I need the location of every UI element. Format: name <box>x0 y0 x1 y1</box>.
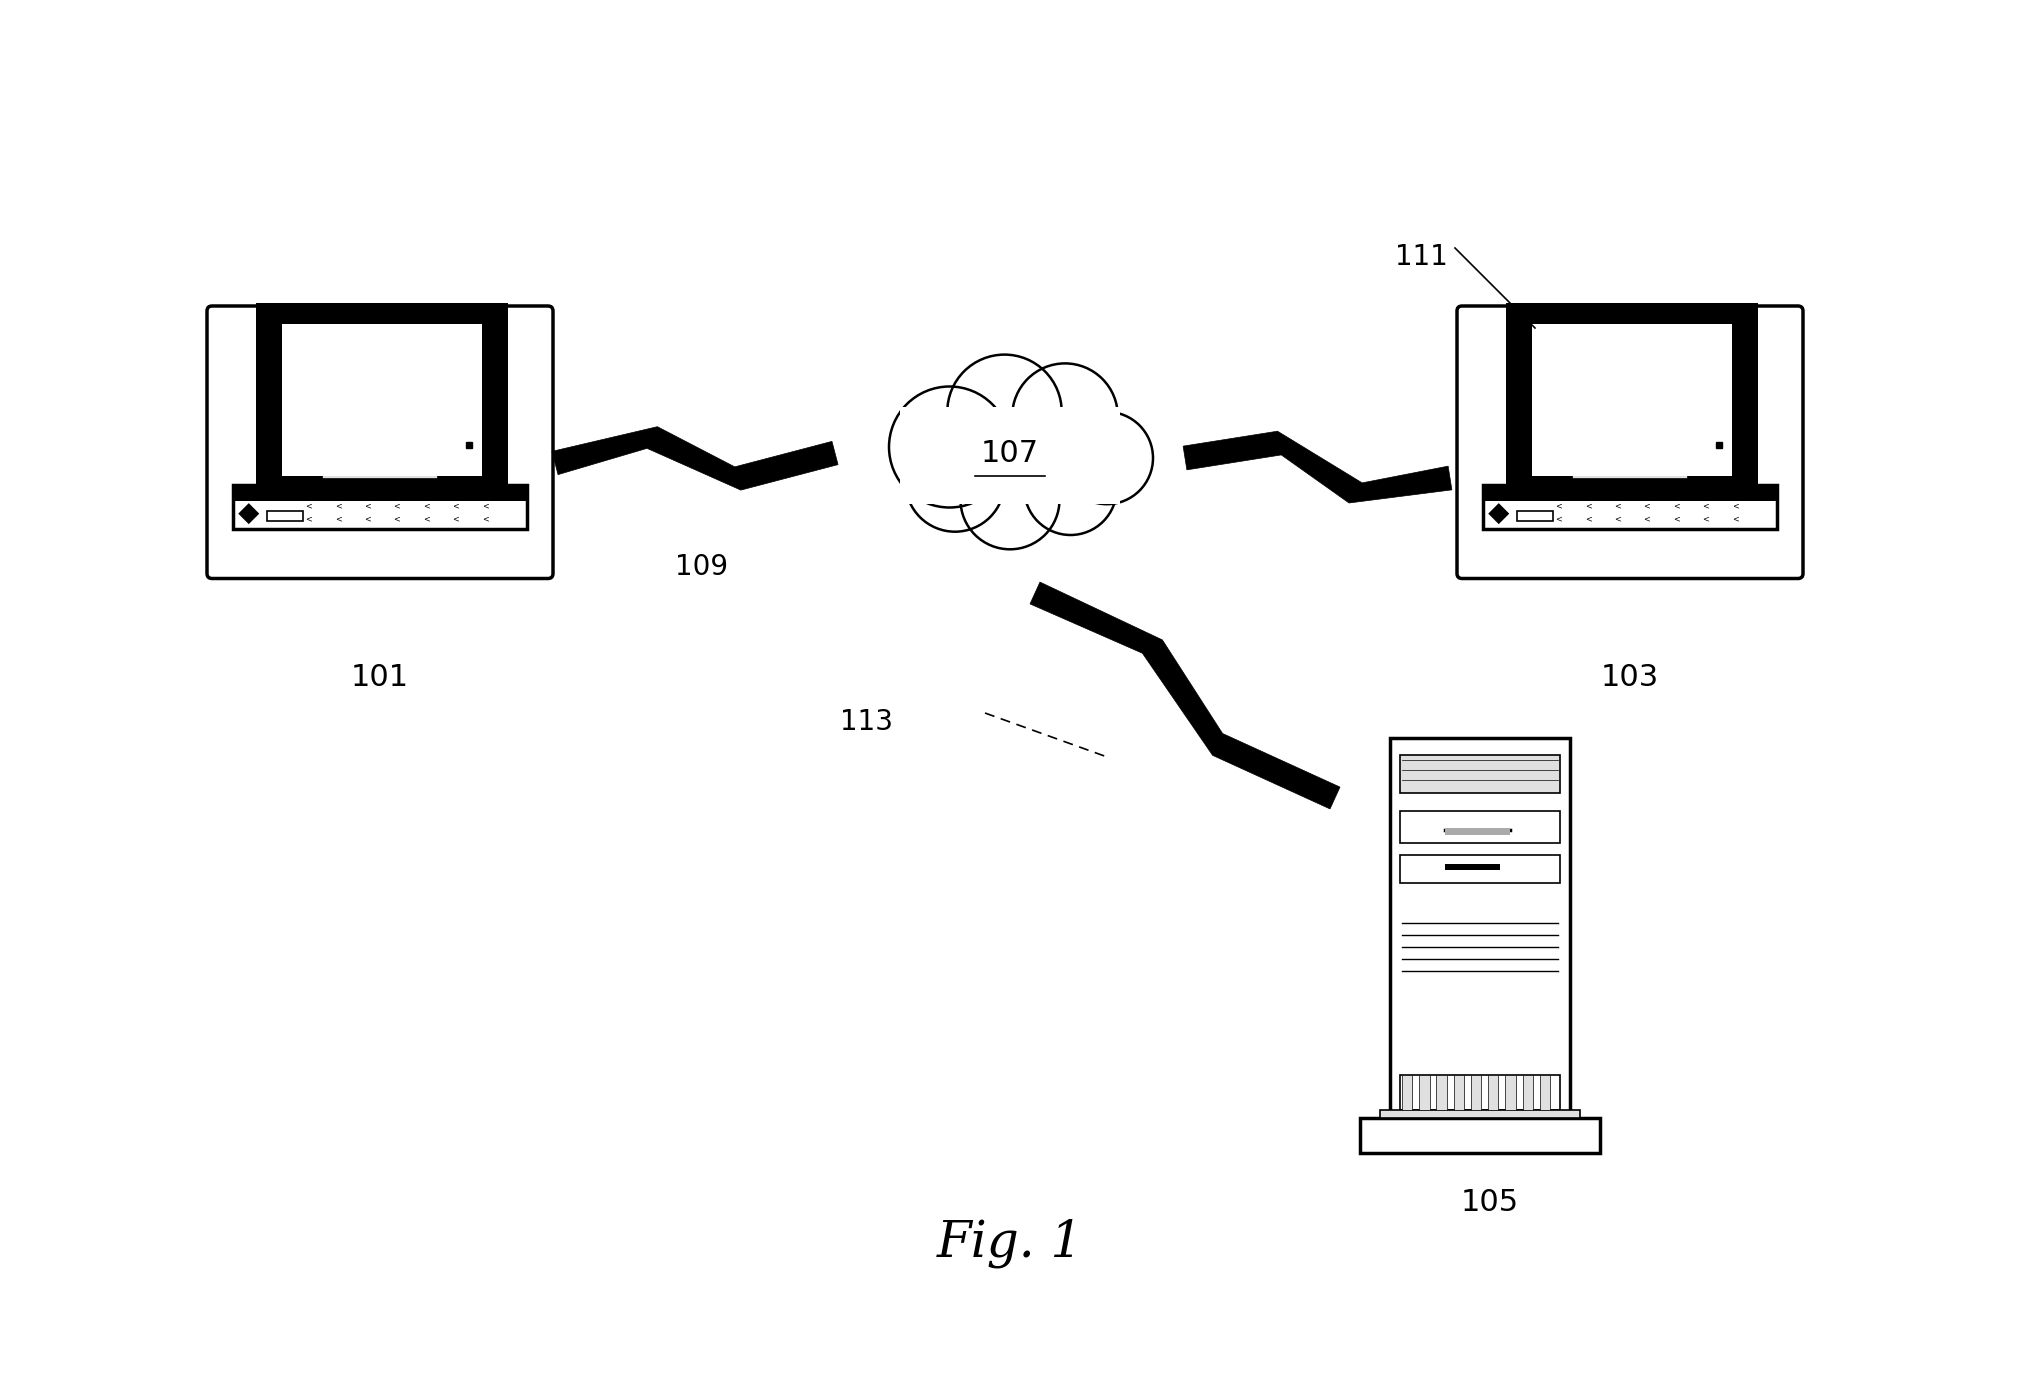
Text: 105: 105 <box>1460 1188 1519 1217</box>
Text: 111: 111 <box>1396 243 1448 271</box>
Circle shape <box>947 354 1063 469</box>
FancyBboxPatch shape <box>1539 1075 1549 1111</box>
FancyBboxPatch shape <box>1533 324 1731 477</box>
Text: <: < <box>1644 514 1650 524</box>
Polygon shape <box>551 427 838 491</box>
Text: <: < <box>1644 502 1650 511</box>
Text: <: < <box>1614 502 1620 511</box>
Polygon shape <box>1489 503 1509 524</box>
FancyBboxPatch shape <box>1523 1075 1533 1111</box>
Text: <: < <box>364 514 372 524</box>
Circle shape <box>1024 442 1117 535</box>
FancyBboxPatch shape <box>1400 812 1559 843</box>
FancyBboxPatch shape <box>1390 739 1570 1118</box>
FancyBboxPatch shape <box>901 408 1119 504</box>
Text: <: < <box>1673 514 1679 524</box>
Text: 113: 113 <box>840 708 893 736</box>
FancyBboxPatch shape <box>206 306 553 579</box>
Text: 101: 101 <box>351 663 410 692</box>
FancyBboxPatch shape <box>1505 1075 1515 1111</box>
FancyBboxPatch shape <box>1483 485 1778 529</box>
Text: <: < <box>1703 514 1709 524</box>
Text: <: < <box>422 514 430 524</box>
Circle shape <box>905 433 1004 532</box>
FancyBboxPatch shape <box>1436 1075 1446 1111</box>
FancyBboxPatch shape <box>1507 303 1757 497</box>
Text: Fig. 1: Fig. 1 <box>937 1218 1083 1268</box>
Text: <: < <box>1673 502 1679 511</box>
FancyBboxPatch shape <box>1402 1075 1412 1111</box>
FancyBboxPatch shape <box>1456 306 1804 579</box>
FancyBboxPatch shape <box>1400 1075 1559 1111</box>
Text: <: < <box>452 502 459 511</box>
Polygon shape <box>238 503 259 524</box>
Text: <: < <box>1731 514 1739 524</box>
Text: <: < <box>481 514 489 524</box>
Polygon shape <box>1030 582 1339 809</box>
FancyBboxPatch shape <box>232 485 527 500</box>
FancyBboxPatch shape <box>232 485 527 529</box>
Circle shape <box>1012 364 1117 469</box>
FancyBboxPatch shape <box>1420 1075 1430 1111</box>
Text: <: < <box>1614 514 1620 524</box>
Text: <: < <box>452 514 459 524</box>
FancyBboxPatch shape <box>1471 1075 1481 1111</box>
Text: <: < <box>335 502 341 511</box>
FancyBboxPatch shape <box>283 324 483 477</box>
Text: <: < <box>394 514 400 524</box>
FancyBboxPatch shape <box>1359 1118 1600 1153</box>
Circle shape <box>1060 412 1153 504</box>
Text: 107: 107 <box>982 438 1038 467</box>
Text: 109: 109 <box>675 553 727 582</box>
Text: <: < <box>1555 514 1561 524</box>
Text: <: < <box>364 502 372 511</box>
Text: <: < <box>305 502 311 511</box>
Text: <: < <box>422 502 430 511</box>
FancyBboxPatch shape <box>1572 469 1689 480</box>
Circle shape <box>960 451 1060 550</box>
FancyBboxPatch shape <box>1444 828 1511 835</box>
Text: <: < <box>1703 502 1709 511</box>
Text: <: < <box>1731 502 1739 511</box>
Polygon shape <box>1604 442 1656 469</box>
FancyBboxPatch shape <box>1444 864 1501 870</box>
Text: <: < <box>1584 502 1592 511</box>
Polygon shape <box>354 442 406 469</box>
FancyBboxPatch shape <box>1517 510 1553 521</box>
FancyBboxPatch shape <box>257 303 509 497</box>
FancyBboxPatch shape <box>267 510 303 521</box>
Text: <: < <box>394 502 400 511</box>
Text: 103: 103 <box>1602 663 1658 692</box>
Polygon shape <box>1184 431 1452 503</box>
FancyBboxPatch shape <box>1489 1075 1499 1111</box>
FancyBboxPatch shape <box>1483 485 1778 500</box>
FancyBboxPatch shape <box>1380 1111 1580 1118</box>
Text: <: < <box>1584 514 1592 524</box>
FancyBboxPatch shape <box>1400 755 1559 792</box>
Text: <: < <box>1555 502 1561 511</box>
FancyBboxPatch shape <box>1454 1075 1464 1111</box>
FancyBboxPatch shape <box>323 469 438 480</box>
Text: <: < <box>305 514 311 524</box>
FancyBboxPatch shape <box>1400 854 1559 883</box>
Circle shape <box>889 386 1010 507</box>
Text: <: < <box>481 502 489 511</box>
Text: <: < <box>335 514 341 524</box>
